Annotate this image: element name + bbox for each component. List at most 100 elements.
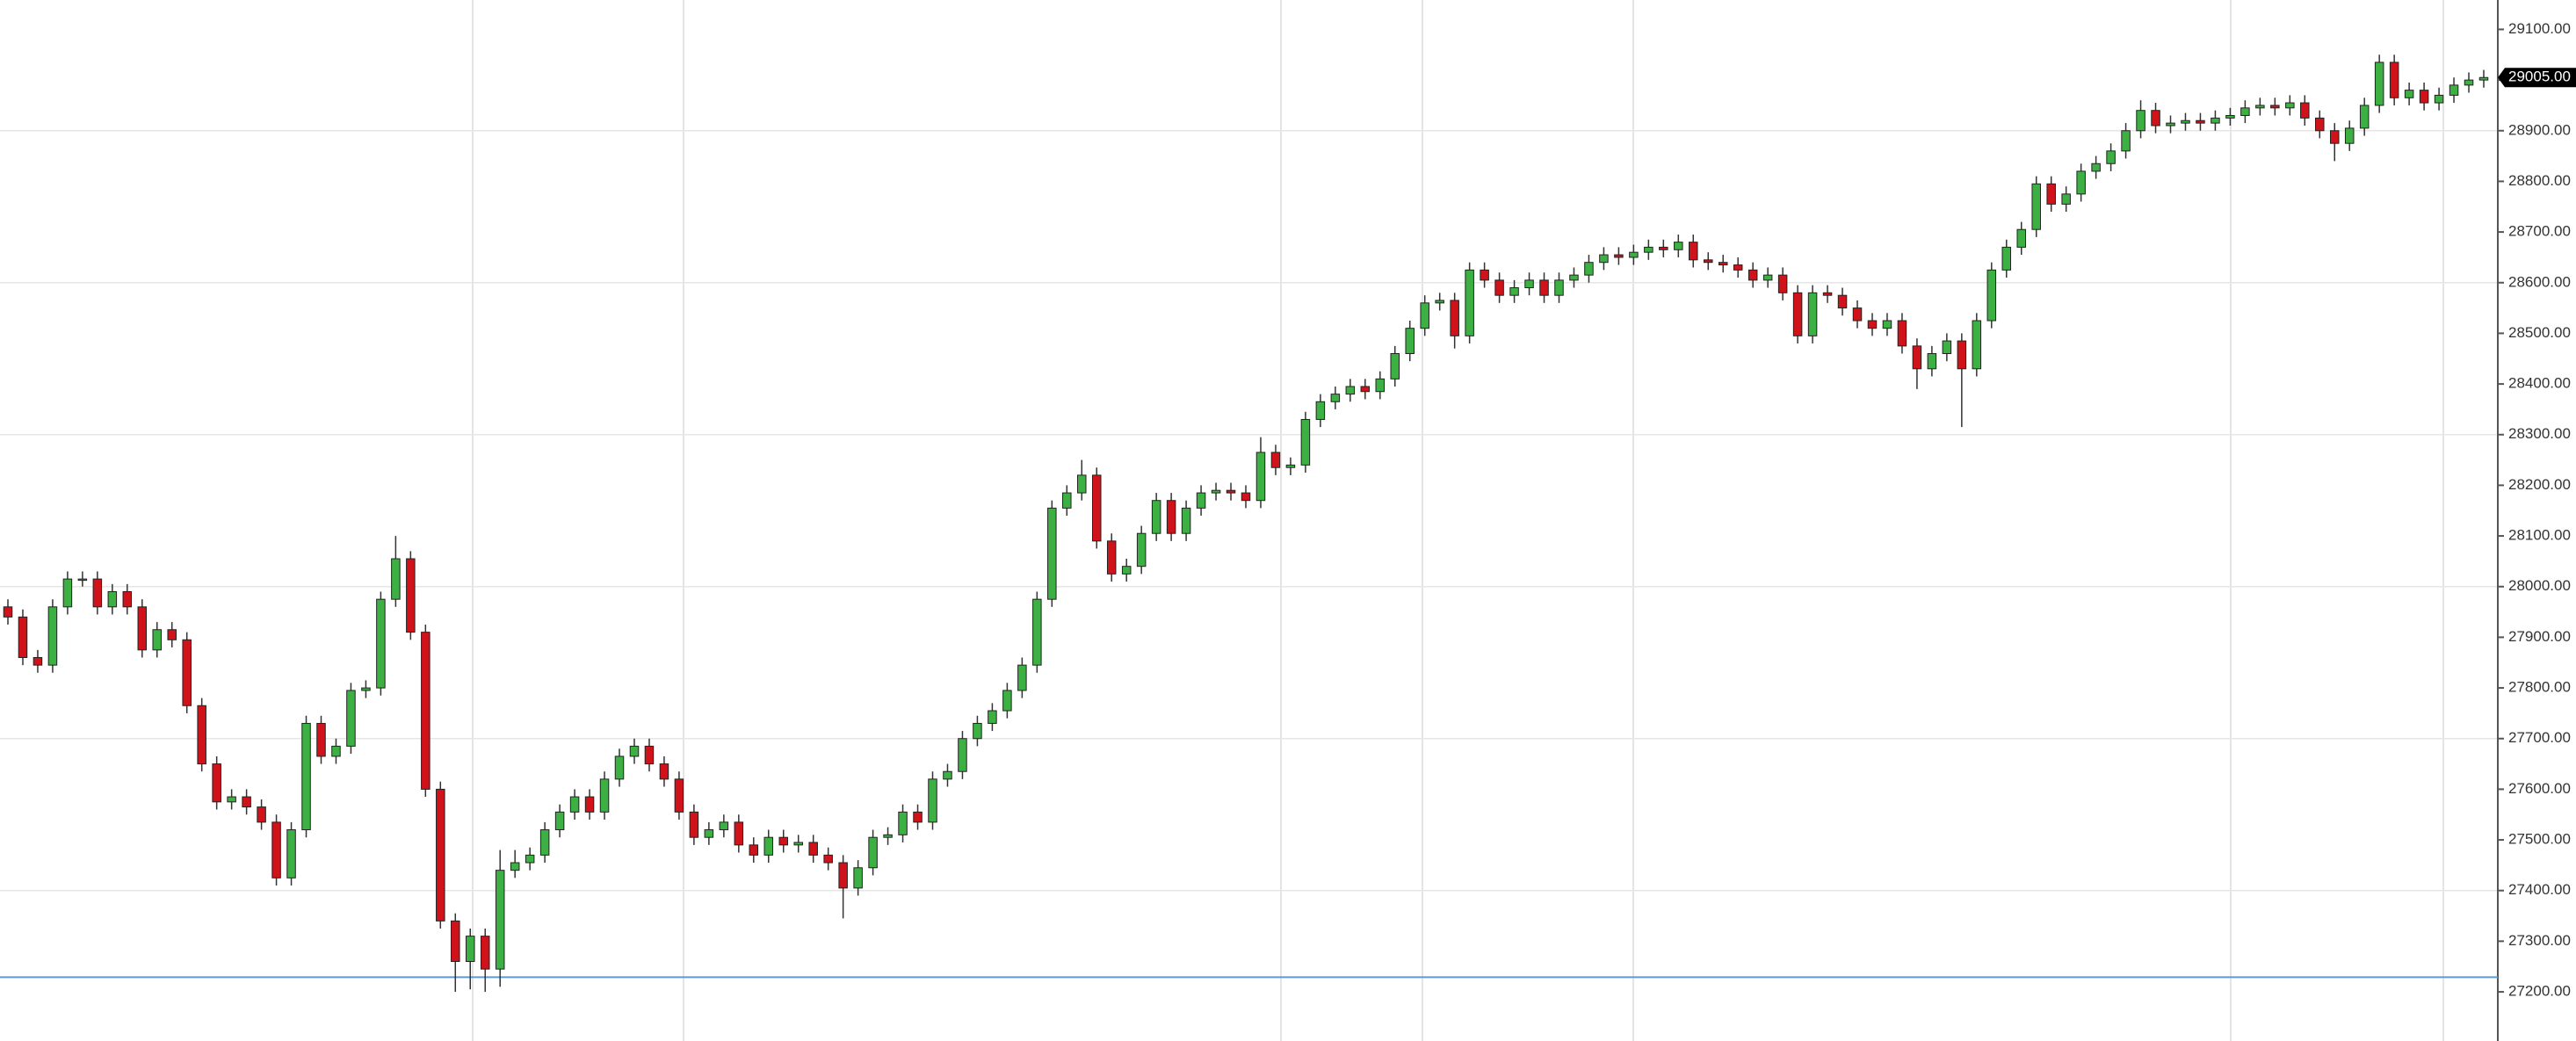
candle-body: [525, 854, 535, 864]
candle-body: [1480, 269, 1489, 281]
y-tick-label: 27300.00: [2508, 932, 2571, 949]
candle-body: [2211, 117, 2220, 124]
candle-body: [406, 558, 416, 633]
y-tick-label: 27800.00: [2508, 679, 2571, 696]
candle-body: [1972, 320, 1982, 370]
candle-body: [868, 836, 878, 869]
candle-body: [197, 705, 206, 765]
candle-body: [1747, 269, 1758, 281]
candle-body: [704, 829, 714, 838]
candle-body: [988, 710, 997, 724]
candle-body: [674, 778, 684, 813]
candles: [3, 54, 2489, 993]
y-tick-label: 28700.00: [2508, 223, 2571, 240]
candle-body: [898, 811, 908, 835]
candle-body: [1822, 292, 1833, 296]
y-tick-label: 28600.00: [2508, 273, 2571, 290]
candle-body: [749, 844, 759, 856]
y-tick-label: 27200.00: [2508, 983, 2571, 1000]
candle-body: [1450, 300, 1459, 336]
candle-body: [1689, 242, 1698, 261]
last-price-tag: [2498, 68, 2576, 88]
candle-body: [2329, 130, 2340, 144]
candle-body: [1897, 320, 1907, 347]
candle-body: [2225, 114, 2235, 119]
candle-body: [808, 842, 818, 856]
last-price-label: 29005.00: [2508, 69, 2571, 85]
candle-body: [1136, 532, 1147, 567]
candle-body: [2300, 102, 2310, 119]
y-tick-label: 28100.00: [2508, 527, 2571, 544]
candle-body: [1002, 690, 1012, 712]
candle-body: [1077, 474, 1087, 494]
candle-body: [33, 656, 43, 666]
candle-body: [2270, 105, 2280, 109]
candle-body: [1777, 274, 1788, 293]
candle-body: [1599, 254, 1609, 264]
candle-body: [122, 591, 133, 608]
candle-body: [1509, 287, 1519, 296]
candle-body: [465, 936, 475, 962]
candle-body: [2166, 122, 2175, 127]
candle-body: [212, 763, 221, 803]
candle-body: [1435, 300, 1444, 304]
candle-body: [629, 745, 640, 757]
candle-body: [167, 629, 177, 640]
candle-body: [2061, 193, 2071, 205]
candle-body: [346, 690, 356, 747]
candle-body: [1986, 269, 1997, 322]
candle-body: [2046, 183, 2056, 205]
candle-body: [1270, 452, 1281, 468]
candle-body: [763, 836, 774, 856]
candle-body: [1405, 328, 1415, 354]
candle-body: [510, 862, 520, 871]
y-tick-label: 27700.00: [2508, 729, 2571, 746]
candle-body: [271, 821, 281, 878]
candle-body: [928, 778, 937, 823]
candle-body: [137, 606, 148, 651]
candle-body: [2449, 84, 2459, 96]
candle-body: [107, 591, 118, 608]
candle-body: [853, 867, 863, 889]
y-tick-label: 29100.00: [2508, 20, 2571, 37]
candle-body: [227, 796, 236, 803]
candle-body: [480, 936, 490, 970]
candle-body: [495, 870, 505, 970]
candle-body: [1300, 418, 1311, 466]
candle-body: [2016, 228, 2027, 248]
y-tick-label: 28800.00: [2508, 172, 2571, 189]
candle-body: [659, 763, 669, 780]
y-tick-label: 28400.00: [2508, 375, 2571, 392]
candle-body: [1629, 251, 1639, 258]
candle-body: [1375, 378, 1386, 393]
candle-body: [1927, 352, 1937, 370]
candle-body: [77, 578, 88, 582]
candle-body: [1852, 307, 1863, 322]
candle-body: [1957, 340, 1967, 370]
candle-body: [734, 821, 744, 846]
candle-body: [1062, 492, 1072, 509]
candle-body: [1106, 540, 1117, 575]
candle-body: [2315, 117, 2325, 132]
candle-body: [1091, 474, 1102, 542]
candle-body: [361, 687, 371, 691]
candle-body: [838, 862, 848, 889]
candle-body: [1912, 345, 1922, 370]
y-tick-label: 27900.00: [2508, 628, 2571, 645]
candle-body: [1718, 262, 1728, 266]
candle-body: [451, 920, 460, 962]
candle-body: [883, 834, 893, 838]
candle-body: [18, 616, 28, 658]
candle-body: [913, 811, 923, 823]
candle-body: [1047, 507, 1057, 600]
candle-body: [2076, 170, 2086, 195]
candle-body: [1330, 394, 1341, 402]
candle-body: [257, 806, 266, 823]
candle-body: [1315, 401, 1326, 420]
candle-body: [316, 722, 326, 757]
candle-body: [92, 578, 103, 608]
candle-body: [1360, 386, 1371, 393]
candle-body: [2196, 119, 2205, 124]
candle-body: [1211, 489, 1221, 494]
candle-body: [242, 796, 251, 808]
